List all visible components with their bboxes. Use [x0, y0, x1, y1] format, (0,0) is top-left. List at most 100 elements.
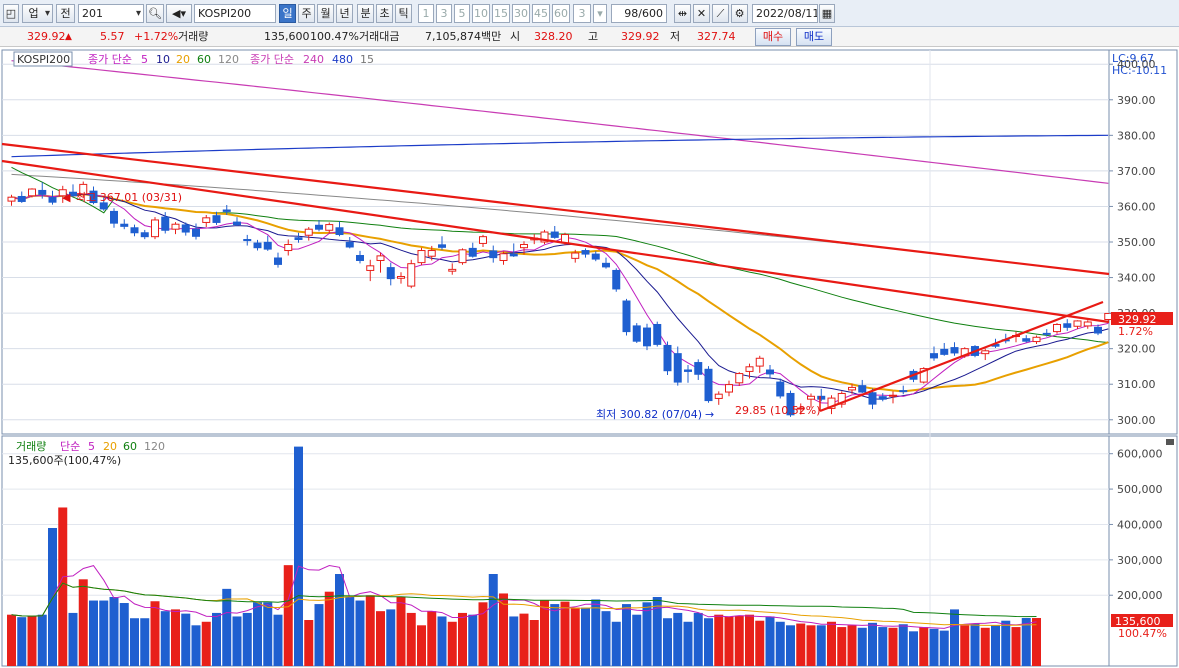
period-second[interactable]: 초 — [376, 4, 393, 23]
period-month[interactable]: 월 — [317, 4, 334, 23]
prev-button[interactable]: 전 — [56, 4, 75, 23]
custom-interval-input[interactable]: 3 — [573, 4, 591, 23]
volume-axis[interactable] — [1108, 435, 1178, 667]
candle-down — [684, 369, 692, 372]
period-tick[interactable]: 틱 — [395, 4, 412, 23]
ma5-legend: 5 — [141, 53, 148, 66]
volume-bar-down — [786, 625, 795, 666]
candle-up — [889, 394, 897, 397]
candle-down — [899, 390, 908, 393]
chart-area[interactable]: KOSPI200 종가 단순 5 10 20 60 120 종가 단순 240 … — [0, 48, 1179, 668]
calendar-icon[interactable]: ▦ — [819, 4, 835, 23]
price-tick-label: 340.00 — [1117, 272, 1156, 285]
volume-bar-down — [109, 597, 119, 666]
count-field[interactable]: 98/600 — [611, 4, 667, 23]
volume-bar-down — [857, 627, 867, 666]
volume-bar-down — [929, 628, 939, 666]
settings-icon[interactable]: ⚙ — [731, 4, 748, 23]
candle-down — [858, 385, 867, 393]
volume-current: 135,600주(100,47%) — [8, 454, 121, 467]
date-field[interactable]: 2022/08/11 — [752, 4, 818, 23]
trend-line-lower[interactable] — [1, 159, 1110, 324]
candle-up — [837, 392, 846, 405]
search-icon[interactable]: 🔍︎ — [146, 4, 164, 23]
up-arrow-icon: ▲ — [65, 32, 72, 42]
volume-bar-down — [437, 616, 447, 666]
price-axis[interactable] — [1108, 49, 1178, 435]
low-marker-arrow: → — [705, 408, 714, 421]
candle-down — [222, 209, 231, 212]
period-week[interactable]: 주 — [298, 4, 315, 23]
trend-line-upper[interactable] — [1, 142, 1110, 276]
period-day[interactable]: 일 — [279, 4, 296, 23]
interval-5[interactable]: 5 — [454, 4, 470, 23]
price-change-pct: +1.72% — [134, 30, 179, 43]
interval-45[interactable]: 45 — [532, 4, 550, 23]
volume-tick-label: 600,000 — [1117, 448, 1163, 461]
interval-30[interactable]: 30 — [512, 4, 530, 23]
interval-10[interactable]: 10 — [472, 4, 490, 23]
period-minute[interactable]: 분 — [357, 4, 374, 23]
code-value: 201 — [82, 7, 103, 20]
open-value: 328.20 — [534, 30, 573, 43]
volume-bar-down — [591, 599, 601, 666]
volume-bar-up — [724, 616, 734, 666]
volume-bar-up — [755, 620, 765, 666]
amount-label: 거래대금 — [359, 30, 400, 43]
volume-bar-up — [171, 609, 180, 666]
interval-5-label: 5 — [458, 7, 466, 20]
candle-down — [468, 247, 477, 257]
ma240-line — [11, 60, 1109, 184]
price-axis-ticks: 400.00 390.00 380.00 370.00 360.00 350.00 340.… — [1109, 58, 1156, 427]
volume-pct: 100.47% — [310, 30, 359, 43]
vol-ma60-line — [11, 582, 1037, 618]
candle-down — [704, 368, 713, 402]
volume-bar-up — [837, 627, 847, 666]
price-tick-label: 380.00 — [1117, 129, 1156, 142]
ma20-legend: 20 — [176, 53, 190, 66]
code-input[interactable]: 201 — [78, 4, 144, 23]
interval-3[interactable]: 3 — [436, 4, 452, 23]
interval-1[interactable]: 1 — [418, 4, 434, 23]
interval-15[interactable]: 15 — [492, 4, 510, 23]
interval-spin-icon[interactable]: ▾ — [593, 4, 607, 23]
interval-1-label: 1 — [422, 7, 430, 20]
speaker-icon[interactable]: ◀▾ — [166, 4, 192, 23]
volume-bar-up — [960, 625, 970, 666]
trend-line-support[interactable] — [819, 300, 1104, 413]
zoom-icon[interactable]: ✕ — [693, 4, 710, 23]
candle-up — [1053, 323, 1061, 333]
fit-icon[interactable]: ⇹ — [674, 4, 691, 23]
candle-up — [284, 243, 293, 252]
volume-value: 135,600 — [264, 30, 310, 43]
volume-tick-label: 200,000 — [1117, 589, 1163, 602]
buy-button[interactable]: 매수 — [755, 28, 791, 46]
volume-bar-down — [663, 618, 672, 666]
volume-bar-down — [48, 528, 57, 666]
candle-down — [786, 392, 795, 416]
market-type-select[interactable]: 업 — [22, 4, 53, 23]
price-tick-label: 390.00 — [1117, 94, 1156, 107]
volume-pane-close-icon[interactable] — [1166, 439, 1174, 445]
volume-bar-down — [816, 625, 826, 666]
candle-down — [868, 392, 877, 405]
volume-bar-up — [376, 611, 385, 666]
volume-legend: 거래량 단순 5 20 60 120 135,600주(100,47%) — [8, 440, 165, 467]
candle-down — [315, 224, 323, 230]
quote-bar: 329.92 ▲ 5.57 +1.72% 거래량 135,600 100.47%… — [0, 27, 1179, 47]
candle-up — [79, 183, 88, 195]
candle-up — [1032, 336, 1041, 343]
interval-60[interactable]: 60 — [552, 4, 570, 23]
period-year[interactable]: 년 — [336, 4, 353, 23]
draw-tool-icon[interactable]: ⟋ — [712, 4, 729, 23]
volume-bar-down — [775, 621, 785, 666]
vol-ma120-legend: 120 — [144, 440, 165, 453]
candle-up — [325, 224, 334, 231]
trend-lines[interactable] — [1, 142, 1110, 413]
volume-bar-up — [734, 615, 744, 666]
volume-bar-up — [324, 591, 334, 666]
sell-button[interactable]: 매도 — [796, 28, 832, 46]
candle-down — [653, 323, 662, 345]
volume-bar-down — [611, 621, 621, 666]
window-menu-icon[interactable]: ◰ — [3, 4, 19, 23]
